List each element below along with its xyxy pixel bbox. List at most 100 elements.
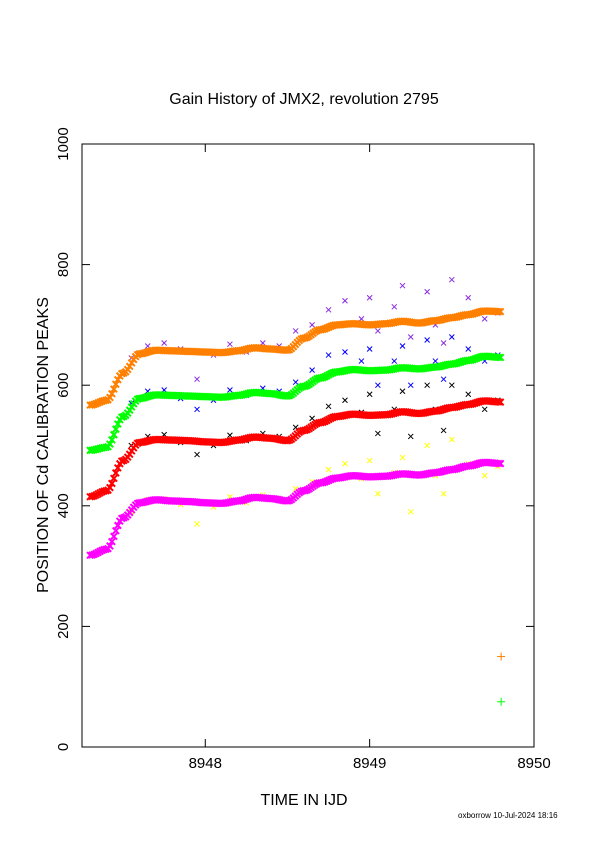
data-point xyxy=(494,307,503,316)
y-tick-label: 800 xyxy=(55,252,72,277)
data-point xyxy=(399,454,406,461)
data-point xyxy=(108,537,116,546)
x-tick-label: 8950 xyxy=(517,755,550,772)
data-point xyxy=(283,346,292,355)
series-8 xyxy=(497,652,506,661)
data-point xyxy=(111,380,120,389)
data-point xyxy=(391,303,398,310)
series-3 xyxy=(128,334,501,413)
data-point xyxy=(109,430,118,439)
data-point xyxy=(448,382,455,389)
data-point xyxy=(113,521,122,530)
data-point xyxy=(432,358,439,364)
data-point xyxy=(342,397,348,404)
data-point xyxy=(497,697,506,706)
data-point xyxy=(366,391,373,398)
data-point xyxy=(108,435,116,444)
y-tick-label: 0 xyxy=(55,743,72,751)
data-point xyxy=(366,346,373,352)
data-point xyxy=(109,474,118,483)
data-point xyxy=(194,376,200,383)
data-point xyxy=(113,463,122,472)
data-point xyxy=(407,382,414,389)
y-tick-label: 600 xyxy=(55,373,72,398)
data-point xyxy=(113,375,122,384)
data-point xyxy=(106,542,114,550)
data-point xyxy=(309,322,315,328)
data-point xyxy=(440,376,447,383)
plot-area xyxy=(86,276,506,706)
data-point xyxy=(448,436,455,443)
data-point xyxy=(424,288,431,295)
data-point xyxy=(111,526,120,535)
data-point xyxy=(111,469,120,477)
x-tick-label: 8948 xyxy=(189,755,222,772)
data-point xyxy=(448,276,455,283)
data-point xyxy=(440,427,447,434)
data-point xyxy=(108,479,116,488)
series-9 xyxy=(497,697,506,706)
data-point xyxy=(424,382,431,389)
data-point xyxy=(109,385,118,394)
data-point xyxy=(494,398,503,406)
data-point xyxy=(227,387,233,393)
data-point xyxy=(194,521,200,527)
data-point xyxy=(113,420,122,428)
data-point xyxy=(407,334,414,340)
data-point xyxy=(481,316,488,322)
data-point xyxy=(494,353,503,362)
data-point xyxy=(194,406,200,413)
data-point xyxy=(440,340,447,346)
series-1 xyxy=(128,276,501,383)
plot-frame xyxy=(81,143,535,748)
data-point xyxy=(106,440,114,449)
data-point xyxy=(161,340,168,346)
data-point xyxy=(194,451,200,458)
data-point xyxy=(465,391,472,398)
data-point xyxy=(424,337,431,343)
series-4 xyxy=(86,396,505,501)
data-point xyxy=(325,352,332,358)
y-axis-label: POSITION OF Cd CALIBRATION PEAKS xyxy=(35,297,52,593)
data-point xyxy=(109,532,118,541)
data-point xyxy=(407,508,414,515)
data-point xyxy=(399,282,406,289)
data-point xyxy=(496,307,505,316)
y-tick-label: 400 xyxy=(55,493,72,518)
chart-title: Gain History of JMX2, revolution 2795 xyxy=(169,91,439,108)
data-point xyxy=(366,294,373,301)
data-point xyxy=(375,328,381,334)
data-point xyxy=(496,353,505,362)
data-point xyxy=(375,382,381,389)
data-point xyxy=(424,442,431,449)
data-point xyxy=(292,328,299,334)
series-6 xyxy=(86,458,505,560)
data-point xyxy=(309,415,315,422)
data-point xyxy=(342,460,348,467)
y-tick-label: 200 xyxy=(55,614,72,639)
data-point xyxy=(391,358,398,364)
data-point xyxy=(108,389,116,398)
data-point xyxy=(497,652,506,661)
y-tick-label: 1000 xyxy=(55,127,72,160)
data-point xyxy=(440,490,447,497)
data-point xyxy=(227,341,233,348)
data-point xyxy=(292,379,299,386)
footer-credit: oxborrow 10-Jul-2024 18:16 xyxy=(458,811,558,820)
data-point xyxy=(494,459,503,468)
data-point xyxy=(399,343,406,349)
data-point xyxy=(465,346,472,352)
data-point xyxy=(465,294,472,301)
data-point xyxy=(342,297,348,304)
data-point xyxy=(325,306,332,313)
data-point xyxy=(496,398,505,406)
data-point xyxy=(407,433,414,440)
data-point xyxy=(111,425,120,434)
data-point xyxy=(106,483,114,492)
data-point xyxy=(481,472,488,479)
data-point xyxy=(309,367,315,373)
data-point xyxy=(399,388,406,395)
data-point xyxy=(358,358,365,364)
data-point xyxy=(342,349,348,355)
data-point xyxy=(106,393,114,402)
